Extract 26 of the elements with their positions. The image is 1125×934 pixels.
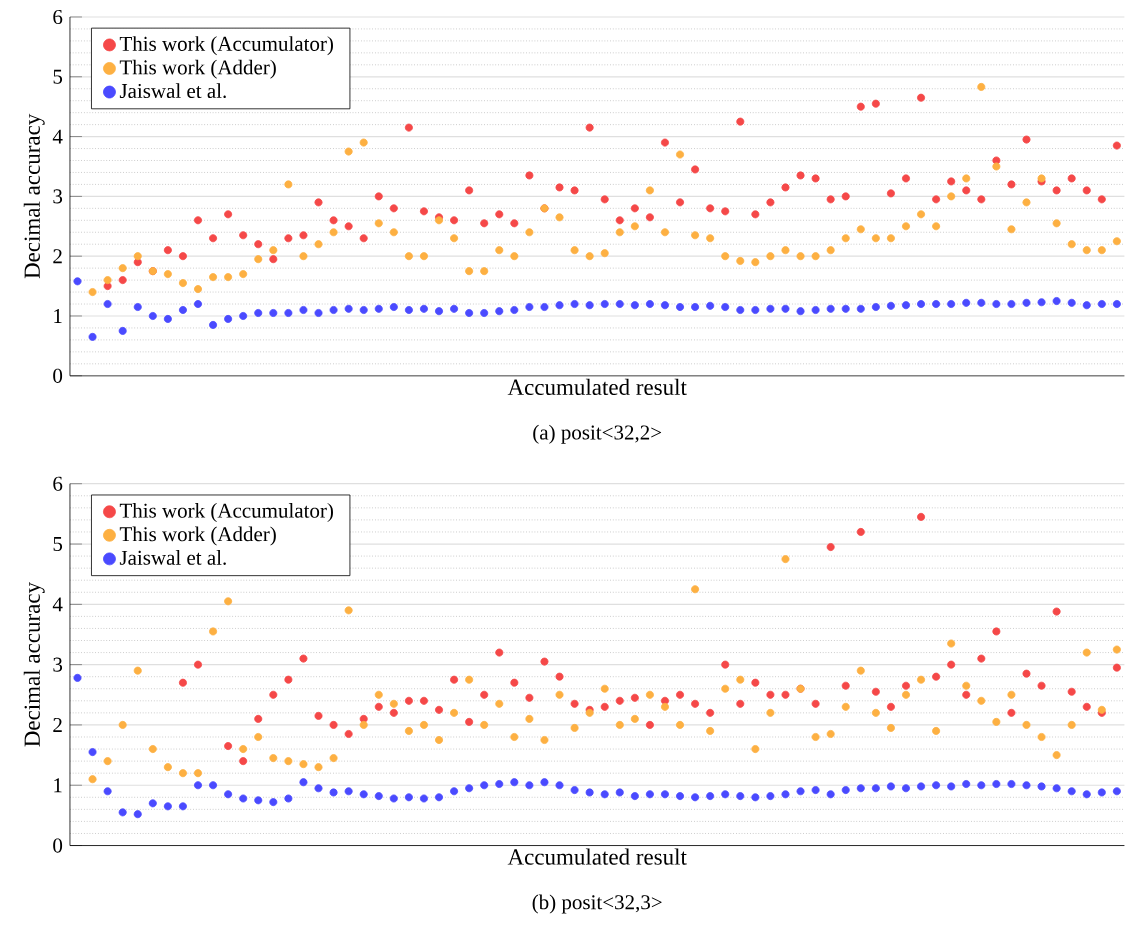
x-axis-title: Accumulated result	[507, 848, 687, 865]
legend-label: This work (Accumulator)	[119, 35, 333, 55]
y-axis-title: Decimal accuracy	[23, 581, 45, 747]
y-tick-label: 0	[53, 368, 63, 383]
y-tick-label: 4	[52, 129, 63, 144]
legend-label: This work (Accumulator)	[119, 502, 333, 522]
y-tick-label: 1	[54, 778, 62, 792]
y-tick-label: 0	[53, 838, 63, 853]
x-axis-title: Accumulated result	[507, 378, 687, 395]
y-tick-label: 2	[53, 249, 62, 263]
legend-label: This work (Adder)	[119, 526, 276, 546]
y-tick-label: 5	[53, 69, 63, 84]
text: (a) posit<32,2>	[533, 424, 662, 444]
y-tick-label: 6	[53, 9, 63, 24]
y-tick-label: 6	[53, 476, 63, 491]
y-tick-label: 2	[53, 717, 62, 732]
y-tick-label: 4	[52, 597, 63, 611]
legend-label: Jaiswal et al.	[119, 549, 226, 565]
y-tick-label: 3	[53, 657, 63, 672]
text: (b) posit<32,3>	[532, 894, 662, 914]
y-axis-title: Decimal accuracy	[23, 113, 45, 279]
legend-label: Jaiswal et al.	[119, 83, 226, 98]
y-tick-label: 3	[53, 189, 63, 204]
y-tick-label: 1	[54, 308, 62, 323]
y-tick-label: 5	[53, 536, 63, 551]
legend-label: This work (Adder)	[119, 59, 276, 79]
